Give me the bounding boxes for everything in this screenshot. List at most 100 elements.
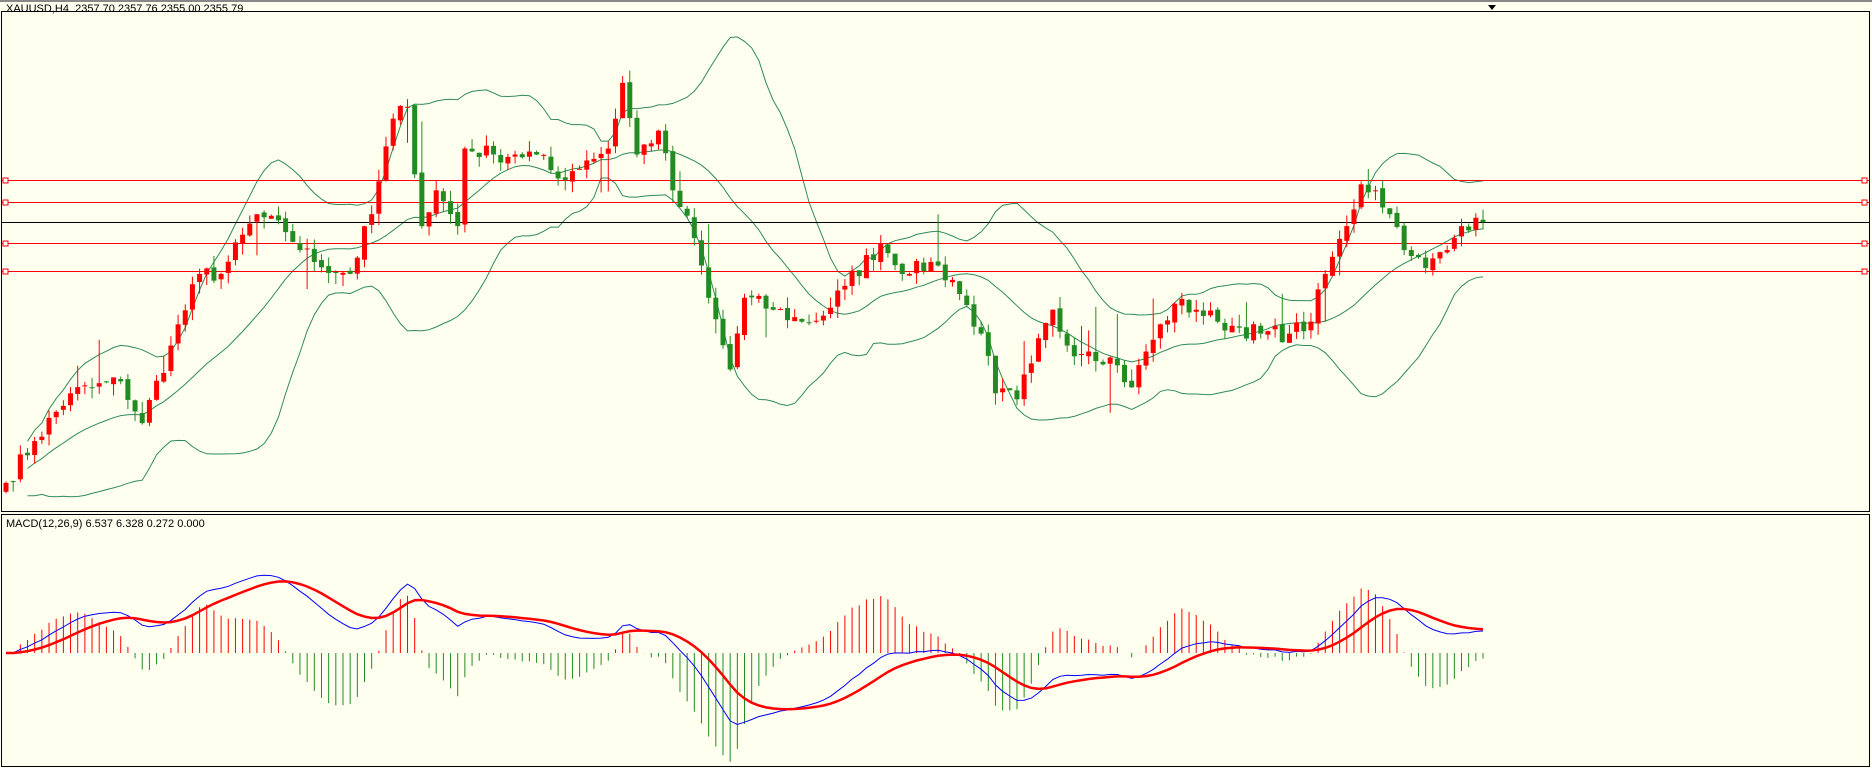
candle-bull: [60, 405, 66, 410]
candle-bear: [261, 212, 267, 218]
candle-bear: [297, 243, 303, 250]
candle-bull: [53, 411, 59, 418]
candle-bear: [519, 154, 525, 158]
candle-bull: [813, 320, 819, 322]
candle-bear: [1480, 219, 1486, 222]
candle-bear: [455, 211, 461, 227]
candle-bull: [1473, 217, 1479, 230]
candle-bull: [340, 272, 346, 275]
candle-bull: [863, 255, 869, 279]
candle-bull: [1043, 322, 1049, 341]
candle-bear: [1100, 361, 1106, 365]
candle-bear: [871, 254, 877, 260]
candle-bear: [1222, 322, 1228, 331]
candle-bull: [620, 82, 626, 119]
candle-bull: [569, 171, 575, 182]
candle-bull: [906, 273, 912, 276]
candle-bull: [1344, 226, 1350, 241]
candle-bull: [111, 377, 117, 385]
candle-bear: [670, 151, 676, 191]
candle-bear: [806, 322, 812, 324]
candle-bull: [792, 317, 798, 322]
candle-bear: [706, 267, 712, 298]
candle-bear: [691, 217, 697, 239]
candle-bear: [1301, 321, 1307, 332]
candle-bear: [469, 148, 475, 152]
candle-bear: [476, 152, 482, 158]
candle-bull: [1172, 303, 1178, 323]
candle-bull: [1208, 310, 1214, 316]
candle-bear: [1236, 326, 1242, 328]
candle-bull: [32, 441, 38, 456]
candle-bear: [921, 262, 927, 271]
candle-bear: [125, 379, 131, 400]
hline-handle-left-icon: [2, 199, 9, 206]
candle-bull: [1451, 238, 1457, 249]
candle-bull: [483, 145, 489, 156]
candle-bull: [526, 151, 532, 157]
candle-bear: [548, 156, 554, 171]
candle-bull: [512, 154, 518, 157]
candle-bull: [612, 118, 618, 147]
candle-bull: [605, 148, 611, 154]
chart-shift-marker-icon: [1488, 5, 1496, 10]
hline-handle-left-icon: [2, 268, 9, 275]
bollinger-upper-band: [27, 36, 1484, 442]
candle-bear: [799, 318, 805, 322]
candle-bear: [1258, 325, 1264, 334]
candle-bear: [856, 270, 862, 277]
candle-bear: [964, 295, 970, 306]
candle-bull: [426, 212, 432, 227]
candle-bull: [175, 324, 181, 344]
candle-bull: [648, 143, 654, 147]
macd-panel-frame: [1, 514, 1870, 767]
candle-bull: [655, 130, 661, 145]
candle-bear: [1114, 358, 1120, 366]
candle-bull: [433, 190, 439, 214]
candle-bear: [942, 264, 948, 281]
bollinger-lower-band: [27, 177, 1484, 498]
candle-bear: [412, 105, 418, 175]
candle-bull: [362, 226, 367, 260]
candle-bear: [727, 344, 733, 370]
candle-bull: [1358, 184, 1364, 208]
candle-bull: [1315, 289, 1321, 324]
candle-bull: [1086, 351, 1092, 357]
candle-bull: [1459, 226, 1465, 237]
candle-bull: [1229, 325, 1235, 333]
bollinger-middle-band: [27, 149, 1484, 469]
symbol-header: XAUUSD,H4 2357.70 2357.76 2355.00 2355.7…: [6, 3, 244, 15]
candle-bear: [634, 117, 640, 155]
candle-bear: [985, 332, 991, 356]
candle-bear: [763, 295, 769, 309]
hline-handle-right-icon: [1861, 177, 1868, 184]
candle-bull: [376, 181, 382, 214]
candle-bear: [713, 297, 719, 320]
candle-bull: [383, 146, 389, 181]
candle-bull: [777, 308, 783, 311]
candle-bear: [770, 307, 776, 310]
candle-bear: [448, 201, 454, 215]
candle-bull: [82, 385, 88, 387]
candle-bull: [1308, 321, 1314, 331]
main-panel-frame: [1, 11, 1870, 512]
candle-bear: [1129, 380, 1135, 388]
candle-bull: [1157, 324, 1163, 339]
candle-bear: [957, 281, 963, 295]
candle-bull: [1165, 320, 1171, 325]
candle-bear: [978, 327, 984, 334]
hline-handle-right-icon: [1861, 268, 1868, 275]
candle-bear: [103, 381, 109, 383]
candle-bull: [835, 290, 841, 307]
candle-bear: [1071, 345, 1077, 357]
candle-bull: [1107, 357, 1113, 364]
candle-bull: [641, 144, 647, 155]
candle-bull: [1251, 324, 1257, 341]
candle-bear: [498, 155, 504, 163]
candle-bull: [369, 214, 375, 225]
candle-bull: [254, 214, 260, 222]
candle-bear: [1064, 333, 1070, 346]
candle-bull: [591, 158, 597, 162]
candle-bull: [828, 307, 834, 315]
